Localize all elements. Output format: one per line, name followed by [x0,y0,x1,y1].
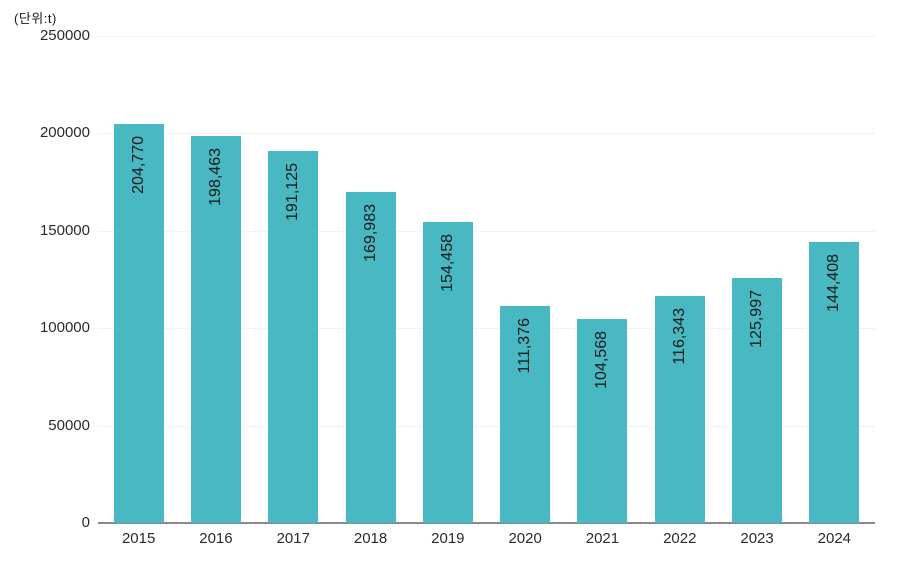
bar-value-label: 144,408 [825,253,843,312]
bar-2023: 125,997 [732,277,783,523]
x-tick-label: 2016 [199,530,233,547]
y-tick-label: 150000 [39,221,90,239]
bar-value-label: 154,458 [438,234,456,292]
bar-2016: 198,463 [190,136,241,523]
x-tick-label: 2018 [353,530,388,547]
bar-value-label: 191,125 [284,162,302,221]
y-tick-label: 50000 [48,416,90,434]
bar-value-label: 125,997 [748,289,766,348]
bar-2017: 191,125 [268,150,319,523]
bar-2019: 154,458 [422,222,473,523]
gridline [98,133,875,135]
bar-2018: 169,983 [345,191,396,523]
x-tick-label: 2017 [276,530,310,547]
bar-2020: 111,376 [500,306,551,523]
bar-value-label: 198,463 [206,148,224,207]
gridline [98,230,875,232]
bar-value-label: 204,770 [129,136,147,194]
y-tick-label: 100000 [39,319,90,337]
bar-value-label: 116,343 [670,308,688,366]
x-axis-line [98,522,875,524]
x-tick-label: 2023 [740,530,774,547]
x-tick-label: 2024 [817,530,852,547]
gridline [98,36,875,37]
bar-2021: 104,568 [577,319,628,523]
y-tick-label: 250000 [39,27,90,44]
bar-value-label: 111,376 [516,318,534,374]
bar-value-label: 104,568 [593,331,611,390]
x-tick-label: 2022 [663,530,697,547]
bar-2024: 144,408 [809,241,860,523]
x-tick-label: 2021 [585,530,620,547]
x-tick-label: 2020 [508,530,542,547]
bar-2022: 116,343 [654,296,705,523]
bar-value-label: 169,983 [361,203,379,262]
gridline [98,425,875,427]
y-tick-label: 0 [81,514,90,531]
x-tick-label: 2015 [121,530,156,547]
bar-2015: 204,770 [113,124,164,523]
x-tick-label: 2019 [431,530,465,547]
gridline [98,328,875,330]
unit-label: (단위:t) [14,11,57,26]
y-tick-label: 200000 [39,124,90,142]
